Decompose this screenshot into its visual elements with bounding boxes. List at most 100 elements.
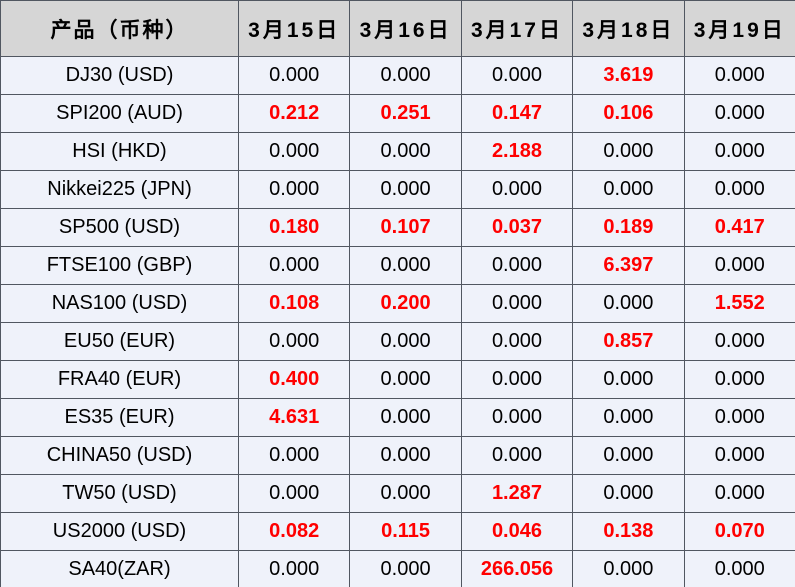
table-header: 产品（币种） 3月15日 3月16日 3月17日 3月18日 3月19日 <box>0 0 795 57</box>
value-cell: 0.082 <box>237 512 351 551</box>
value-cell: 0.189 <box>572 208 685 247</box>
value-cell: 0.000 <box>460 322 574 361</box>
product-cell: Nikkei225 (JPN) <box>0 170 239 209</box>
product-cell: TW50 (USD) <box>0 474 239 513</box>
table-row: Nikkei225 (JPN) 0.000 0.000 0.000 0.000 0.000 <box>0 170 795 209</box>
value-cell: 0.000 <box>349 56 462 95</box>
value-cell: 0.000 <box>237 132 351 171</box>
value-cell: 0.070 <box>683 512 795 551</box>
value-cell: 0.000 <box>349 322 462 361</box>
value-cell: 6.397 <box>572 246 685 285</box>
value-cell: 0.000 <box>683 56 795 95</box>
value-cell: 2.188 <box>460 132 574 171</box>
value-cell: 0.000 <box>460 56 574 95</box>
product-cell: US2000 (USD) <box>0 512 239 551</box>
value-cell: 1.287 <box>460 474 574 513</box>
table-row: DJ30 (USD) 0.000 0.000 0.000 3.619 0.000 <box>0 56 795 95</box>
date-column-header: 3月15日 <box>237 0 351 57</box>
value-cell: 0.200 <box>349 284 462 323</box>
value-cell: 0.000 <box>683 322 795 361</box>
value-cell: 0.000 <box>460 436 574 475</box>
value-cell: 0.180 <box>237 208 351 247</box>
value-cell: 0.000 <box>349 360 462 399</box>
product-cell: HSI (HKD) <box>0 132 239 171</box>
value-cell: 0.000 <box>237 56 351 95</box>
value-cell: 3.619 <box>572 56 685 95</box>
value-cell: 0.000 <box>572 550 685 587</box>
value-cell: 0.000 <box>683 550 795 587</box>
value-cell: 0.000 <box>683 132 795 171</box>
table-row: SA40(ZAR) 0.000 0.000 266.056 0.000 0.000 <box>0 550 795 587</box>
table-row: FTSE100 (GBP) 0.000 0.000 0.000 6.397 0.000 <box>0 246 795 285</box>
product-cell: DJ30 (USD) <box>0 56 239 95</box>
value-cell: 0.000 <box>460 170 574 209</box>
value-cell: 0.000 <box>683 170 795 209</box>
value-cell: 0.046 <box>460 512 574 551</box>
table-row: US2000 (USD) 0.082 0.115 0.046 0.138 0.070 <box>0 512 795 551</box>
value-cell: 0.037 <box>460 208 574 247</box>
value-cell: 0.000 <box>237 550 351 587</box>
value-cell: 0.000 <box>460 284 574 323</box>
date-column-header: 3月18日 <box>572 0 685 57</box>
value-cell: 0.000 <box>349 398 462 437</box>
value-cell: 0.000 <box>683 398 795 437</box>
value-cell: 0.147 <box>460 94 574 133</box>
date-column-header: 3月19日 <box>683 0 795 57</box>
value-cell: 0.115 <box>349 512 462 551</box>
table-body: DJ30 (USD) 0.000 0.000 0.000 3.619 0.000 SPI20… <box>0 56 795 587</box>
value-cell: 4.631 <box>237 398 351 437</box>
value-cell: 0.000 <box>349 132 462 171</box>
value-cell: 0.000 <box>460 246 574 285</box>
value-cell: 0.106 <box>572 94 685 133</box>
value-cell: 0.000 <box>683 474 795 513</box>
table-row: ES35 (EUR) 4.631 0.000 0.000 0.000 0.000 <box>0 398 795 437</box>
value-cell: 0.000 <box>237 436 351 475</box>
value-cell: 0.108 <box>237 284 351 323</box>
product-cell: CHINA50 (USD) <box>0 436 239 475</box>
value-cell: 0.000 <box>572 132 685 171</box>
table-row: SP500 (USD) 0.180 0.107 0.037 0.189 0.417 <box>0 208 795 247</box>
value-cell: 0.000 <box>237 246 351 285</box>
product-column-header: 产品（币种） <box>0 0 239 57</box>
product-cell: SA40(ZAR) <box>0 550 239 587</box>
date-column-header: 3月16日 <box>349 0 462 57</box>
value-cell: 0.251 <box>349 94 462 133</box>
value-cell: 0.000 <box>460 360 574 399</box>
value-cell: 0.000 <box>349 550 462 587</box>
value-cell: 266.056 <box>460 550 574 587</box>
product-cell: FTSE100 (GBP) <box>0 246 239 285</box>
date-column-header: 3月17日 <box>460 0 574 57</box>
value-cell: 0.000 <box>237 474 351 513</box>
value-cell: 0.000 <box>683 436 795 475</box>
value-cell: 0.000 <box>237 322 351 361</box>
product-cell: ES35 (EUR) <box>0 398 239 437</box>
value-cell: 1.552 <box>683 284 795 323</box>
value-cell: 0.000 <box>683 94 795 133</box>
product-cell: SP500 (USD) <box>0 208 239 247</box>
value-cell: 0.000 <box>460 398 574 437</box>
value-cell: 0.400 <box>237 360 351 399</box>
table-row: NAS100 (USD) 0.108 0.200 0.000 0.000 1.552 <box>0 284 795 323</box>
product-cell: EU50 (EUR) <box>0 322 239 361</box>
value-cell: 0.138 <box>572 512 685 551</box>
table-row: EU50 (EUR) 0.000 0.000 0.000 0.857 0.000 <box>0 322 795 361</box>
value-cell: 0.107 <box>349 208 462 247</box>
value-cell: 0.000 <box>237 170 351 209</box>
value-cell: 0.000 <box>349 474 462 513</box>
value-cell: 0.000 <box>572 360 685 399</box>
table-row: SPI200 (AUD) 0.212 0.251 0.147 0.106 0.000 <box>0 94 795 133</box>
value-cell: 0.417 <box>683 208 795 247</box>
value-cell: 0.857 <box>572 322 685 361</box>
value-cell: 0.000 <box>572 398 685 437</box>
value-cell: 0.000 <box>572 474 685 513</box>
table-row: TW50 (USD) 0.000 0.000 1.287 0.000 0.000 <box>0 474 795 513</box>
value-cell: 0.000 <box>349 246 462 285</box>
value-cell: 0.000 <box>683 360 795 399</box>
value-cell: 0.000 <box>572 170 685 209</box>
table-row: HSI (HKD) 0.000 0.000 2.188 0.000 0.000 <box>0 132 795 171</box>
value-cell: 0.000 <box>683 246 795 285</box>
product-cell: FRA40 (EUR) <box>0 360 239 399</box>
table-row: CHINA50 (USD) 0.000 0.000 0.000 0.000 0.000 <box>0 436 795 475</box>
header-row: 产品（币种） 3月15日 3月16日 3月17日 3月18日 3月19日 <box>0 0 795 57</box>
